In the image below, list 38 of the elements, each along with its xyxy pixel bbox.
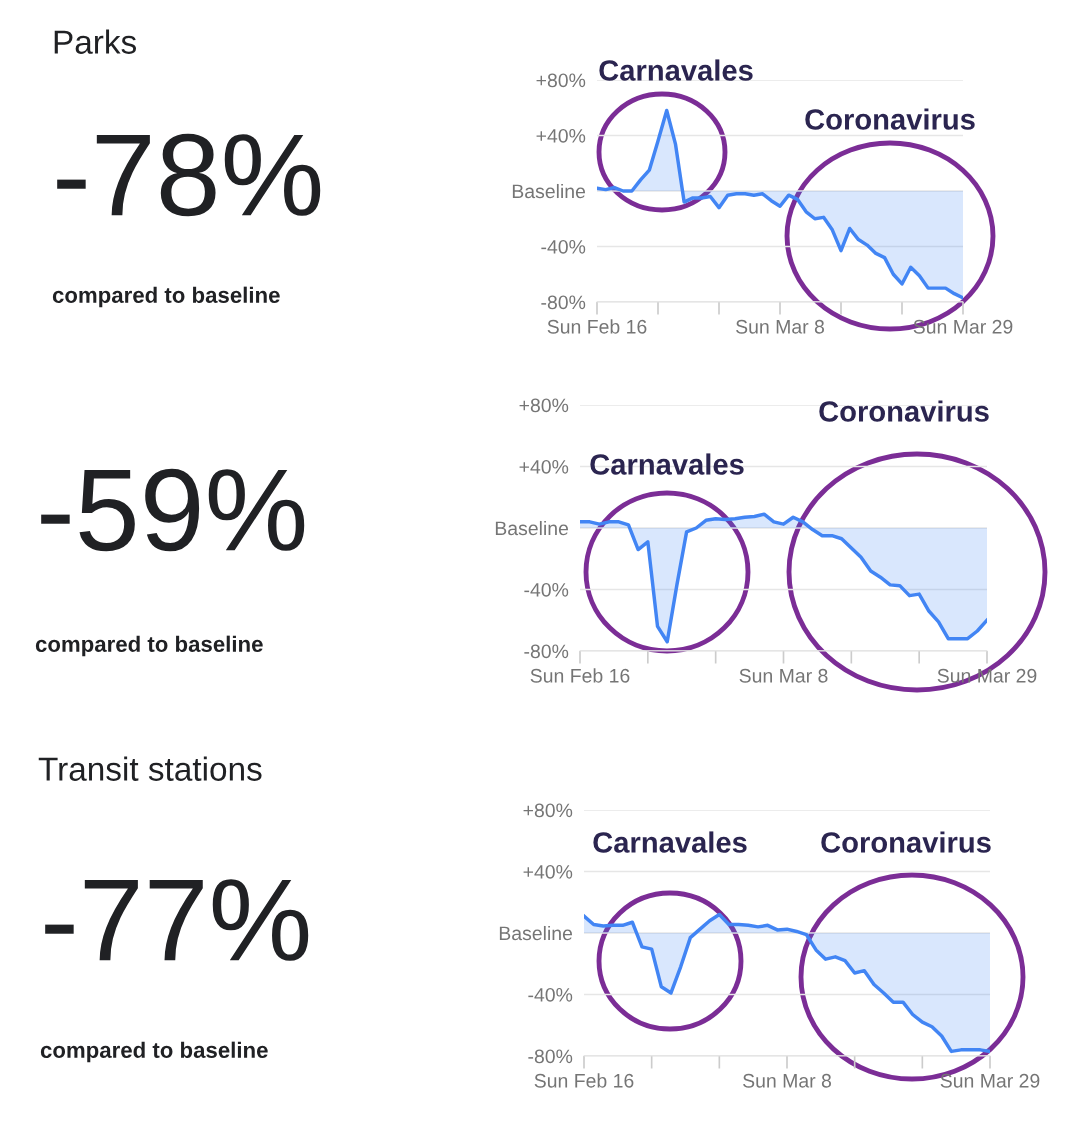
y-tick-label: -80%: [528, 1049, 573, 1064]
text: compared to baseline: [52, 286, 280, 308]
y-tick-label: -80%: [541, 295, 586, 310]
text: compared to baseline: [40, 1041, 268, 1063]
y-tick-label: +80%: [523, 803, 573, 818]
y-tick-label: +80%: [536, 73, 586, 88]
annotation: Carnavales: [599, 59, 753, 81]
x-tick-label: Sun Mar 29: [940, 1073, 1040, 1088]
y-tick-label: -40%: [524, 582, 569, 597]
y-tick-label: +40%: [536, 128, 586, 143]
x-tick-label: Sun Mar 8: [736, 319, 825, 334]
x-tick-label: Sun Mar 29: [913, 319, 1013, 334]
text: compared to baseline: [35, 635, 263, 657]
x-tick-label: Sun Feb 16: [534, 1073, 634, 1088]
x-tick-label: Sun Mar 8: [743, 1073, 832, 1088]
y-tick-label: -80%: [524, 644, 569, 659]
annotation: Coronavirus: [805, 108, 975, 130]
text: -78%: [57, 133, 321, 217]
annotation: Coronavirus: [819, 400, 989, 422]
y-tick-label: -40%: [528, 987, 573, 1002]
y-tick-label: +40%: [523, 864, 573, 879]
text: Parks: [54, 29, 136, 54]
y-tick-label: -40%: [541, 239, 586, 254]
text: -59%: [41, 468, 305, 552]
x-tick-label: Sun Mar 8: [739, 668, 828, 683]
y-tick-label: Baseline: [499, 925, 573, 941]
y-tick-label: Baseline: [495, 520, 569, 536]
text: -77%: [45, 879, 309, 961]
y-tick-label: Baseline: [512, 183, 586, 199]
x-tick-label: Sun Mar 29: [937, 668, 1037, 683]
y-tick-label: +80%: [519, 398, 569, 413]
annotation: Carnavales: [593, 831, 747, 853]
x-tick-label: Sun Feb 16: [530, 668, 630, 683]
x-tick-label: Sun Feb 16: [547, 319, 647, 334]
y-tick-label: +40%: [519, 459, 569, 474]
annotation: Coronavirus: [821, 831, 991, 853]
annotation: Carnavales: [590, 453, 744, 475]
text: Transit stations: [38, 756, 262, 781]
